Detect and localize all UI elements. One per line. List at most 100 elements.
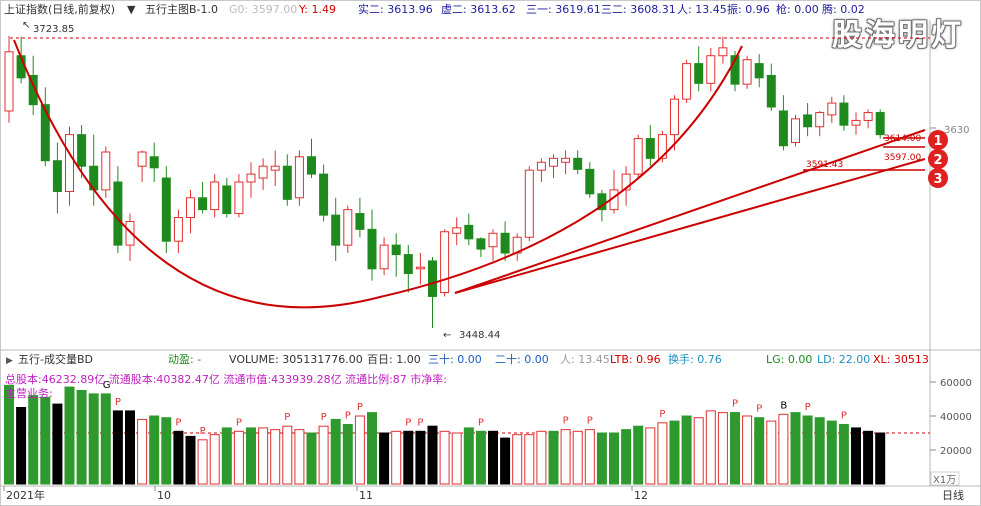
candle [331, 197, 341, 261]
qiang-value: 枪: 0.00 [776, 3, 819, 16]
candle-body [766, 74, 776, 108]
volume-bar [28, 395, 39, 485]
candle-body [657, 134, 667, 159]
volume-bar [524, 434, 535, 485]
vol-tick-40000: 40000 [940, 412, 972, 423]
san-yi-value: 三一: 3619.61 [526, 3, 601, 16]
candle-body [742, 59, 752, 85]
x-label-12: 12 [634, 489, 648, 502]
candle-body [198, 197, 208, 211]
candle-body [549, 157, 558, 167]
candle-body [803, 114, 813, 128]
volume-bar [584, 429, 595, 485]
dongying-value: 动盈: - [168, 353, 201, 366]
candle-body [113, 181, 123, 246]
candle-body [791, 118, 800, 144]
low-arrow: ← [443, 330, 451, 341]
volume-bar [621, 429, 632, 485]
san-er-value: 三二: 3608.31 [601, 3, 676, 16]
circle-marker-3-label: 3 [933, 172, 942, 187]
candle [778, 95, 788, 151]
lg-value: LG: 0.00 [766, 353, 812, 366]
volume-bar [40, 396, 51, 485]
circle-marker-2-label: 2 [933, 153, 942, 168]
candle [4, 36, 14, 123]
watermark-logo: 股海明灯 [832, 18, 964, 53]
candle-body [730, 55, 740, 85]
candle [89, 134, 99, 206]
g0-value: G0: 3597.00 [229, 3, 298, 16]
xl-value: XL: 30513 [873, 353, 929, 366]
volume-panel-collapse-icon[interactable]: ▶ [6, 356, 13, 366]
volume-signal-letter: P [405, 417, 411, 428]
ren-vol-value: 人: 13.45 [560, 353, 610, 366]
candle-body [670, 98, 679, 136]
candle-body [597, 193, 607, 211]
level-3-label: 3591.43 [806, 160, 843, 170]
volume-bar [318, 425, 329, 485]
candle-body [415, 266, 425, 270]
volume-bar [730, 412, 740, 485]
volume-signal-letter: P [478, 417, 484, 428]
business-info-line: 主营业务: [5, 386, 53, 400]
candle [791, 114, 800, 147]
candle [77, 125, 87, 179]
volume-signal-letter: P [732, 399, 738, 410]
candle-body [270, 165, 280, 171]
period-label[interactable]: 日线 [942, 488, 964, 502]
volume-signal-letter: P [417, 417, 423, 428]
vol-tick-60000: 60000 [940, 378, 972, 389]
candle [500, 221, 510, 261]
candle-body [234, 181, 244, 215]
candle [645, 125, 655, 167]
candle-body [875, 112, 885, 136]
candle [415, 253, 425, 285]
high-arrow: ↖ [22, 20, 30, 31]
candle-body [149, 156, 159, 169]
volume-value: VOLUME: 305131776.00 [229, 353, 363, 366]
volume-signal-letter: P [805, 402, 811, 413]
volume-bar [197, 439, 208, 485]
chevron-down-icon[interactable]: ▼ [127, 3, 136, 16]
candle-body [573, 157, 583, 170]
volume-bar [52, 403, 63, 485]
candle [149, 142, 159, 182]
candle [706, 47, 716, 92]
circle-marker-1 [928, 130, 948, 150]
volume-bar [705, 410, 716, 485]
volume-signal-letter: P [236, 417, 242, 428]
candle-body [827, 102, 837, 116]
volume-unit-box [930, 471, 960, 486]
volume-bar [488, 430, 498, 485]
candle [573, 150, 583, 175]
candle-body [173, 217, 183, 242]
volume-indicator-name[interactable]: 五行-成交量BD [18, 352, 93, 366]
candle [609, 170, 619, 214]
sanshi-value: 三十: 0.00 [428, 352, 482, 366]
volume-bar [693, 417, 704, 485]
candle [428, 256, 437, 328]
candle [282, 154, 292, 206]
candle [694, 46, 704, 92]
candle [367, 209, 377, 281]
candle-body [476, 238, 486, 250]
candle [803, 103, 813, 137]
candle-body [536, 161, 546, 171]
volume-bar [572, 430, 583, 485]
candle [52, 142, 62, 214]
indicator-name[interactable]: 五行主图B-1.0 [145, 3, 219, 16]
candle-body [331, 214, 341, 246]
price-header: 上证指数(日线,前复权) ▼ 五行主图B-1.0 G0: 3597.00 Y: … [0, 0, 979, 20]
volume-bar [209, 434, 220, 485]
candle-body [343, 209, 353, 246]
candle [40, 87, 50, 167]
candle-body [682, 63, 692, 100]
candle-body [222, 185, 232, 215]
candle [403, 245, 413, 293]
volume-bar [838, 424, 849, 485]
volume-signal-letter: P [200, 426, 206, 437]
candle-body [754, 63, 764, 79]
candle [137, 150, 147, 182]
candle-body [307, 156, 316, 175]
